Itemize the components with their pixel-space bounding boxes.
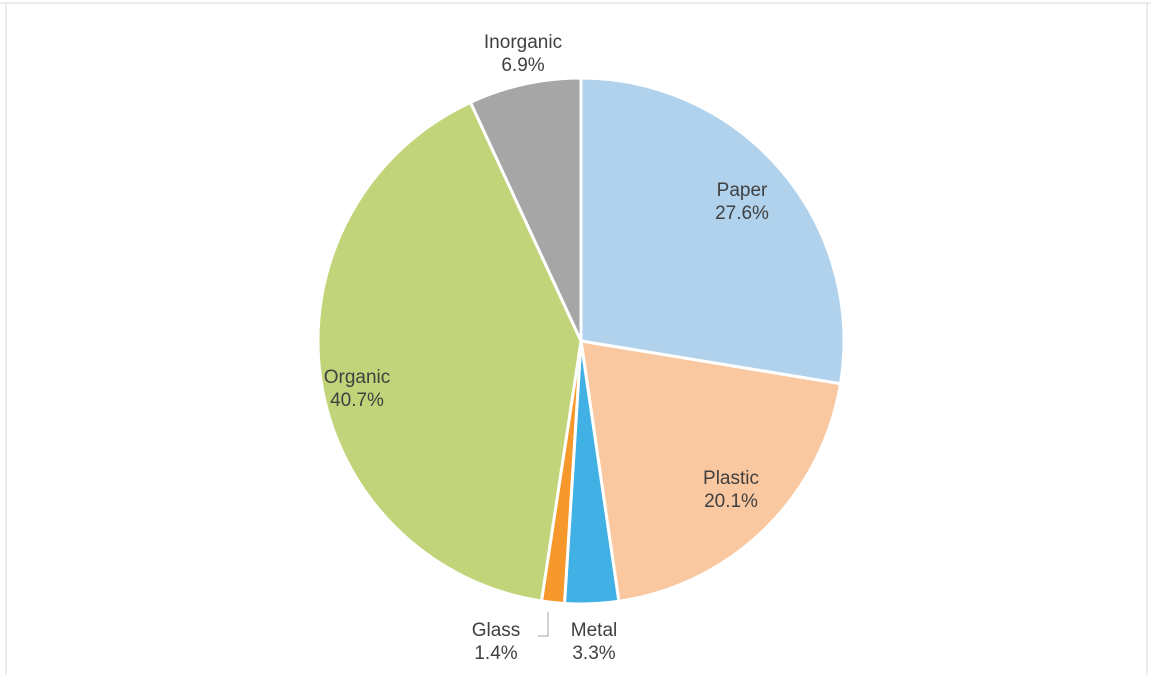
pie-slice-organic: [316, 100, 583, 603]
slice-label-glass: Glass 1.4%: [472, 620, 521, 664]
slice-label-name: Metal: [571, 620, 617, 641]
slice-label-value: 40.7%: [330, 390, 384, 411]
slice-label-value: 27.6%: [715, 203, 769, 224]
pie-slice-inorganic: [468, 76, 583, 342]
slice-label-name: Plastic: [703, 468, 759, 489]
slice-label-value: 20.1%: [704, 491, 758, 512]
slice-label-paper: Paper 27.6%: [715, 180, 769, 224]
glass-leader-line: [538, 612, 549, 637]
slice-labels: Paper 27.6% Plastic 20.1% Metal 3.3% Glass 1.4%…: [324, 32, 769, 664]
slice-label-name: Glass: [472, 620, 521, 641]
slice-label-name: Inorganic: [484, 32, 562, 53]
pie-slice-plastic: [579, 339, 843, 603]
slice-label-value: 6.9%: [501, 55, 544, 76]
slice-label-value: 1.4%: [474, 643, 517, 664]
slice-label-name: Organic: [324, 367, 391, 388]
slice-label-metal: Metal 3.3%: [571, 620, 617, 664]
slice-label-plastic: Plastic 20.1%: [703, 468, 759, 512]
slice-label-organic: Organic 40.7%: [324, 367, 391, 411]
leader-lines: [538, 612, 549, 637]
slice-label-inorganic: Inorganic 6.9%: [484, 32, 562, 76]
pie-slice-paper: [579, 76, 846, 386]
pie-slices: [316, 76, 846, 606]
slice-label-value: 3.3%: [572, 643, 615, 664]
slice-label-name: Paper: [717, 180, 768, 201]
